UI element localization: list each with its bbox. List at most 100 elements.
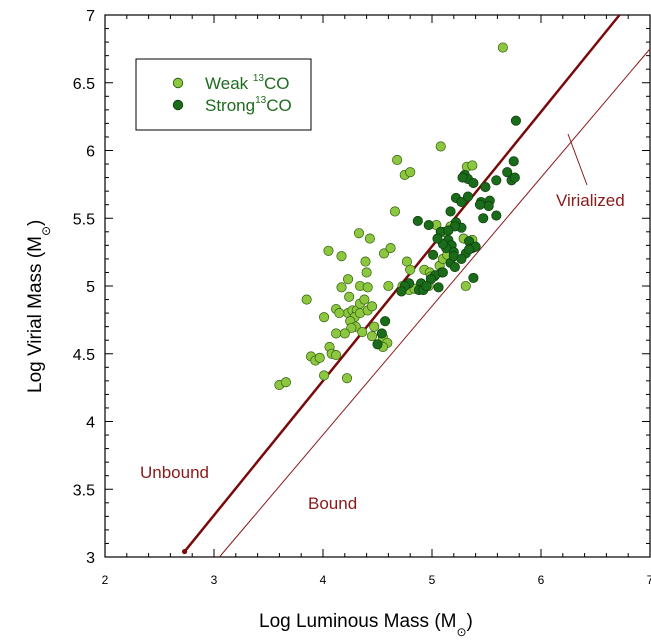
x-tick-label: 3: [211, 573, 218, 587]
line-virialized: [219, 48, 651, 558]
weak-point: [280, 377, 291, 388]
y-axis-title: Log Virial Mass (M⊙): [25, 220, 53, 393]
weak-point: [301, 294, 312, 305]
y-tick-label: 4: [86, 415, 95, 432]
line-endpoint-marker: [181, 548, 188, 555]
strong-point: [480, 182, 491, 193]
weak-point: [336, 251, 347, 262]
weak-point: [336, 282, 347, 293]
weak-point: [366, 331, 378, 342]
strong-point: [437, 267, 448, 278]
legend-marker-strong: [172, 99, 184, 111]
strong-point: [510, 115, 521, 126]
x-tick-label: 7: [647, 573, 651, 587]
x-tick-label: 5: [429, 573, 436, 587]
weak-point: [383, 280, 394, 292]
y-tick-label: 5.5: [73, 211, 95, 228]
weak-point: [467, 160, 478, 171]
x-tick-labels: 2 3 4 5 6 7: [102, 573, 651, 587]
strong-point: [502, 167, 513, 178]
strong-point: [456, 196, 467, 208]
strong-point: [380, 316, 391, 327]
weak-point: [346, 322, 357, 334]
weak-point: [405, 167, 416, 178]
strong-point: [456, 253, 467, 264]
legend-box: [135, 58, 312, 131]
strong-point: [483, 201, 494, 212]
legend-label-strong: Strong13CO: [205, 95, 292, 115]
weak-point: [344, 291, 355, 302]
y-tick-label: 7: [86, 8, 95, 25]
y-tick-label: 4.5: [73, 347, 95, 364]
strong-point: [443, 225, 454, 236]
y-tick-label: 6: [86, 144, 95, 161]
strong-point: [421, 280, 432, 292]
weak-point: [341, 373, 353, 384]
weak-point: [319, 370, 330, 381]
strong-point: [468, 272, 479, 283]
strong-point: [396, 286, 407, 297]
weak-point: [319, 312, 330, 323]
weak-point: [366, 301, 378, 312]
weak-point: [378, 248, 390, 259]
y-tick-label: 5: [86, 279, 95, 296]
weak-point: [385, 243, 396, 254]
strong-point: [376, 328, 387, 339]
strong-point: [433, 282, 444, 293]
x-tick-label: 6: [538, 573, 545, 587]
strong-point: [509, 172, 520, 183]
y-tick-labels: 3 3.5 4 4.5 5 5.5 6 6.5 7: [73, 8, 95, 567]
legend-label-weak: Weak 13CO: [205, 73, 290, 93]
strong-point: [412, 215, 423, 227]
weak-point: [334, 308, 345, 319]
strong-point: [491, 210, 502, 221]
annotation-unbound: Unbound: [140, 463, 209, 482]
weak-point: [323, 245, 334, 256]
strong-point: [508, 156, 519, 167]
legend-marker-weak: [172, 77, 184, 89]
weak-point: [357, 327, 368, 338]
weak-point: [435, 141, 446, 152]
strong-point: [462, 191, 474, 202]
strong-point: [491, 175, 502, 186]
weak-point: [362, 282, 373, 293]
x-tick-label: 2: [102, 573, 109, 587]
weak-point: [343, 274, 354, 285]
weak-point: [369, 321, 380, 332]
legend: Weak 13CO Strong13CO: [135, 58, 312, 131]
y-tick-label: 6.5: [73, 76, 95, 93]
strong-point: [432, 233, 443, 244]
weak-point: [331, 328, 342, 339]
strong-point: [423, 219, 434, 231]
y-tick-label: 3.5: [73, 482, 95, 499]
x-axis-title: Log Luminous Mass (M⊙): [259, 611, 473, 639]
weak-point: [460, 280, 471, 292]
annotation-virialized: Virialized: [556, 191, 625, 210]
weak-point: [364, 233, 375, 244]
weak-point: [497, 42, 508, 53]
annotation-bound: Bound: [308, 494, 357, 513]
strong-point: [457, 172, 468, 183]
x-tick-label: 4: [320, 573, 327, 587]
data-points: [274, 42, 521, 390]
strong-point: [445, 206, 456, 217]
strong-point: [474, 199, 486, 210]
weak-point: [359, 294, 370, 305]
weak-point: [361, 267, 372, 278]
weak-point: [353, 228, 365, 239]
weak-point: [331, 350, 342, 361]
weak-point: [389, 206, 400, 217]
strong-point: [428, 249, 439, 260]
weak-point: [392, 154, 403, 166]
strong-point: [372, 339, 383, 350]
weak-point: [405, 264, 416, 275]
strong-point: [449, 261, 460, 273]
y-tick-label: 3: [86, 550, 95, 567]
virialized-pointer: [567, 133, 588, 186]
weak-point: [314, 352, 325, 363]
strong-point: [464, 244, 475, 255]
tick-marks: [104, 14, 651, 558]
strong-point: [468, 177, 479, 189]
strong-point: [478, 213, 489, 224]
